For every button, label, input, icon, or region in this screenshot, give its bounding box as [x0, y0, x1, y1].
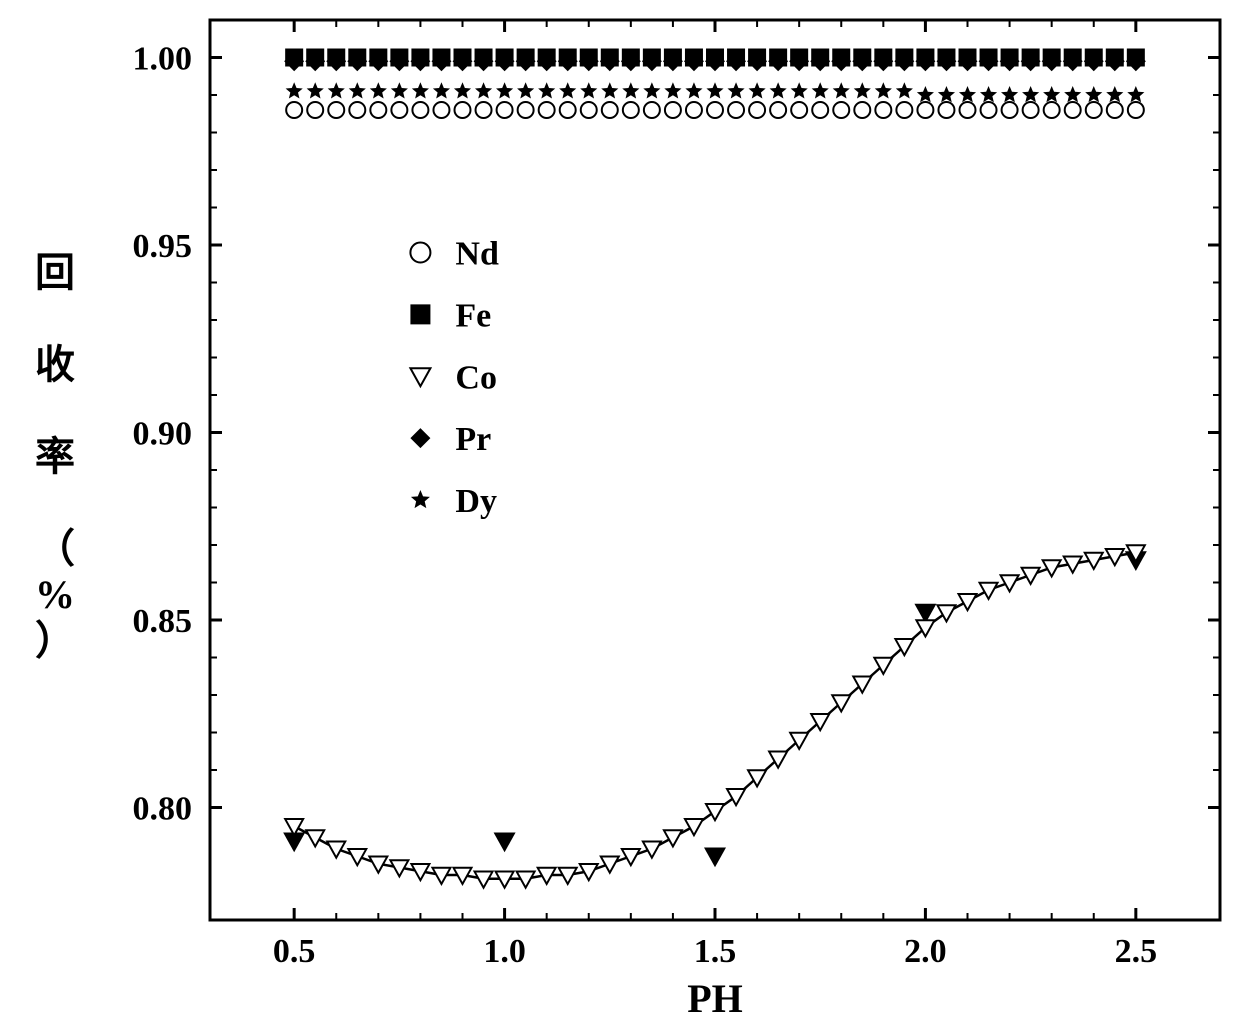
legend-label: Pr: [455, 421, 491, 458]
series-Co: [285, 545, 1145, 887]
ytick-label: 0.85: [133, 603, 193, 640]
ylabel-char: 回: [35, 250, 75, 295]
legend-label: Nd: [455, 236, 499, 273]
legend: Nd Fe Co Pr Dy: [410, 236, 499, 521]
xtick-label: 1.5: [694, 933, 737, 970]
ylabel-char: 率: [35, 434, 75, 479]
xtick-label: 1.0: [483, 933, 526, 970]
ylabel-char: （: [35, 526, 75, 571]
ytick-label: 0.95: [133, 228, 193, 265]
series-line: [294, 553, 1136, 879]
xtick-label: 2.0: [904, 933, 947, 970]
ylabel-char: 收: [35, 342, 75, 387]
legend-label: Dy: [455, 483, 497, 520]
xlabel: PH: [687, 976, 743, 1021]
ytick-label: 0.90: [133, 416, 193, 453]
plot-border: [210, 20, 1220, 920]
legend-label: Fe: [455, 297, 491, 334]
series-Dy: [286, 82, 1145, 102]
chart-container: 0.5 1.0 1.5 2.0 2.5 0.80 0.85 0.90 0.95 1.00 PH 回 收…: [0, 0, 1256, 1032]
chart-svg: 0.5 1.0 1.5 2.0 2.5 0.80 0.85 0.90 0.95 1.00 PH 回 收…: [0, 0, 1256, 1032]
ytick-label: 1.00: [133, 41, 193, 78]
ytick-label: 0.80: [133, 791, 193, 828]
legend-label: Co: [455, 359, 497, 396]
ylabel-char: %: [35, 572, 75, 617]
xtick-label: 0.5: [273, 933, 316, 970]
series-Nd: [286, 102, 1144, 118]
ylabel-char: ）: [35, 618, 75, 663]
xtick-label: 2.5: [1115, 933, 1158, 970]
